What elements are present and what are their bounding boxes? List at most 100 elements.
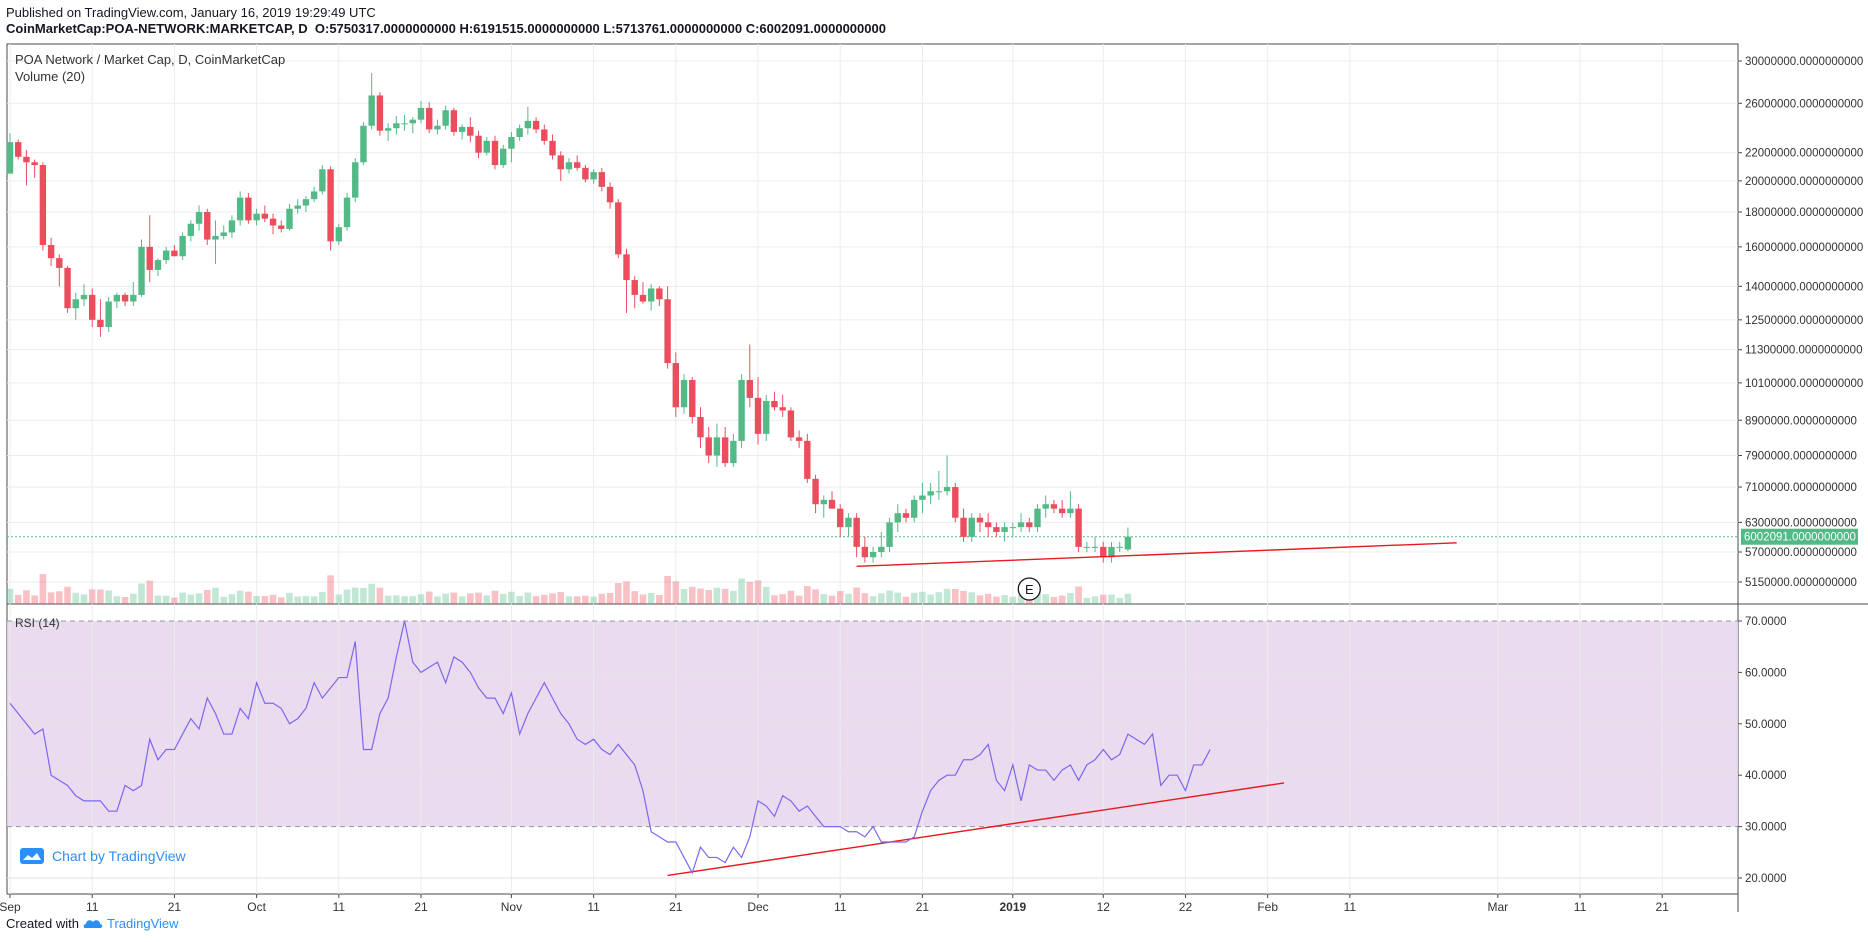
rsi-tick-label: 70.0000 <box>1745 616 1787 628</box>
volume-bar <box>499 593 507 604</box>
candle-body <box>401 123 408 125</box>
candle-body <box>886 522 893 547</box>
volume-bar <box>138 583 145 604</box>
candle-body <box>532 120 540 130</box>
volume-bar <box>845 593 852 604</box>
candle-body <box>730 440 737 464</box>
time-tick-label: 11 <box>86 900 99 914</box>
candle-body <box>615 202 622 255</box>
volume-bar <box>639 594 647 604</box>
tradingview-logo-icon <box>83 920 103 928</box>
volume-bar <box>162 595 170 604</box>
volume-bar <box>294 596 301 604</box>
volume-bar <box>836 591 844 604</box>
candle-body <box>6 142 14 174</box>
candle-body <box>582 167 589 180</box>
volume-bar <box>327 575 334 604</box>
candle-body <box>154 260 162 270</box>
candle-body <box>138 246 145 295</box>
volume-bar <box>680 588 688 604</box>
volume-bar <box>697 588 704 604</box>
volume-bar <box>524 592 532 604</box>
volume-bar <box>730 590 737 604</box>
volume-bar <box>1099 594 1107 604</box>
volume-bar <box>146 580 154 604</box>
candle-body <box>606 186 614 203</box>
candle-body <box>31 162 38 166</box>
chart-legend-title[interactable]: POA Network / Market Cap, D, CoinMarketC… <box>15 52 286 67</box>
volume-bar <box>1017 595 1025 604</box>
candle-body <box>130 294 137 302</box>
volume-legend[interactable]: Volume (20) <box>15 69 86 84</box>
volume-bar <box>688 586 696 604</box>
volume-bar <box>721 588 729 604</box>
volume-bar <box>853 587 860 604</box>
candle-body <box>360 125 367 163</box>
price-tick-label: 26000000.0000000000 <box>1745 98 1863 110</box>
volume-bar <box>56 591 63 604</box>
candle-body <box>763 400 770 434</box>
volume-bar <box>1108 594 1115 604</box>
candle-body <box>935 491 943 493</box>
watermark-text[interactable]: Chart by TradingView <box>52 848 186 864</box>
time-tick-label: 22 <box>1179 900 1193 914</box>
candle-body <box>458 126 466 132</box>
volume-bar <box>113 596 121 604</box>
time-tick-label: 21 <box>916 900 930 914</box>
volume-bar <box>754 580 762 604</box>
volume-bar <box>14 594 22 604</box>
volume-bar <box>820 594 828 604</box>
candle-body <box>943 487 951 492</box>
candle-body <box>598 172 606 187</box>
volume-bar <box>762 586 770 604</box>
candle-body <box>820 499 827 505</box>
candle-body <box>779 407 786 411</box>
volume-bar <box>647 592 655 604</box>
candle-body <box>919 495 926 500</box>
candle-body <box>491 140 499 166</box>
price-tick-label: 6300000.0000000000 <box>1745 517 1857 529</box>
volume-bar <box>39 574 47 604</box>
candle-body <box>845 517 852 528</box>
candle-body <box>927 491 934 496</box>
candle-body <box>162 250 170 261</box>
volume-bar <box>220 596 228 604</box>
candle-body <box>746 379 753 398</box>
price-tick-label: 14000000.0000000000 <box>1745 281 1863 293</box>
candle-body <box>721 437 729 464</box>
time-tick-label: Mar <box>1487 900 1508 914</box>
candle-body <box>56 258 63 268</box>
volume-bar <box>565 596 573 604</box>
candle-body <box>343 197 351 228</box>
volume-bar <box>549 593 556 604</box>
candle-body <box>442 110 449 126</box>
tradingview-watermark[interactable]: Chart by TradingView <box>20 848 186 864</box>
volume-bar <box>425 591 433 604</box>
candle-body <box>319 169 326 192</box>
candle-body <box>195 212 203 224</box>
volume-bar <box>861 593 869 604</box>
rsi-legend[interactable]: RSI (14) <box>15 616 60 630</box>
price-tick-label: 8900000.0000000000 <box>1745 415 1857 427</box>
candle-body <box>524 120 532 129</box>
candle-body <box>302 199 310 206</box>
volume-bar <box>1083 597 1091 604</box>
volume-bar <box>368 583 375 604</box>
symbol: CoinMarketCap:POA-NETWORK:MARKETCAP, D <box>6 21 308 36</box>
candle-body <box>1100 546 1107 558</box>
candle-body <box>516 128 523 137</box>
candle-body <box>80 294 88 300</box>
volume-bar <box>795 595 803 604</box>
volume-bar <box>171 597 178 604</box>
candle-body <box>549 140 556 156</box>
candle-body <box>993 527 1000 532</box>
volume-bar <box>1067 592 1074 604</box>
time-tick-label: 21 <box>669 900 683 914</box>
candle-body <box>105 301 112 328</box>
volume-bar <box>541 594 548 604</box>
time-tick-label: Feb <box>1257 900 1278 914</box>
volume-bar <box>384 595 392 604</box>
footer-brand[interactable]: TradingView <box>106 916 179 931</box>
candle-body <box>557 155 564 170</box>
